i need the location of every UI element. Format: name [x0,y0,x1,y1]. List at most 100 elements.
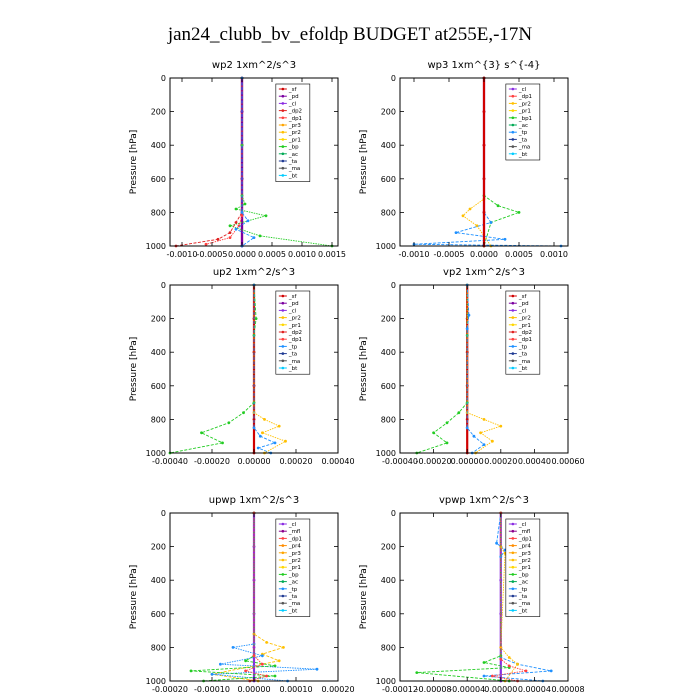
data-point [242,411,245,415]
data-point [252,646,256,649]
x-tick-label: 0.00004 [518,685,551,694]
legend-marker [511,366,515,370]
legend-entry: _bt [288,173,298,179]
data-point [189,669,193,673]
data-point [482,661,486,664]
series-line-dp1 [244,513,269,682]
legend-marker [281,537,285,540]
data-point [479,431,482,435]
legend-entry: _cl [518,522,527,528]
data-point [482,143,486,147]
x-tick-label: 0.0005 [258,250,286,259]
data-point [256,446,260,450]
data-point [465,418,469,421]
legend-entry: _bp [288,145,299,151]
legend-entry: _mfl [518,529,531,535]
data-point [273,674,277,678]
series-line-bp [169,284,257,454]
data-point [482,177,486,181]
legend-entry: _cl [288,522,297,528]
legend-entry: _ma [518,145,530,151]
panel-title: upwp 1xm^2/s^3 [209,495,299,506]
legend-marker [281,551,285,555]
x-tick-label: 0.00060 [551,457,584,466]
data-point [482,211,486,214]
panel-title: wp2 1xm^2/s^3 [212,60,296,71]
data-point [482,418,486,421]
legend-entry: _pd [518,301,529,307]
legend-marker [281,87,285,91]
data-point [482,110,486,113]
legend-entry: _dp1 [288,116,302,122]
legend-marker [511,294,515,298]
legend-marker [281,573,285,576]
legend-entry: _bt [518,152,528,158]
y-tick-label: 200 [151,543,166,552]
series-line-dp2 [175,78,243,247]
panel-title: wp3 1xm^{3} s^{-4} [427,60,540,71]
data-point [489,221,493,224]
data-point [445,441,449,445]
legend-entry: _cl [518,308,527,314]
legend-marker [281,316,285,319]
legend-marker [281,123,285,127]
x-tick-label: 0.00000 [451,457,484,466]
data-point [234,207,238,211]
legend-entry: _ma [518,601,530,607]
data-point [517,211,521,214]
data-point [228,224,232,228]
x-tick-label: -0.00004 [449,685,485,694]
legend-marker [281,601,285,605]
legend-marker [511,323,515,327]
data-point [240,211,244,214]
series-line-tp [466,284,485,454]
legend-entry: _dp2 [518,330,532,336]
plot-frame [169,77,339,247]
legend-marker [281,594,285,598]
legend-entry: _ac [518,123,528,129]
y-tick-label: 400 [151,348,166,357]
legend-entry: _sf [288,294,298,300]
data-point [252,236,256,240]
x-tick-label: -0.00020 [416,457,452,466]
y-tick-label: 200 [381,108,396,117]
legend-entry: _pr1 [518,323,531,329]
data-point [258,234,262,238]
series-line-pr2 [466,285,503,454]
y-tick-label: 0 [391,74,396,83]
legend-entry: _bt [518,366,528,372]
legend-marker [511,123,515,127]
y-axis-label: Pressure [hPa] [129,337,139,402]
legend-marker [281,159,285,163]
y-tick-label: 1000 [146,449,166,458]
data-point [261,431,264,435]
y-tick-label: 800 [381,415,396,424]
y-tick-label: 0 [161,509,166,518]
legend-marker [281,522,285,526]
data-point [467,313,471,317]
legend-marker [511,544,515,547]
legend-marker [281,366,285,370]
y-tick-label: 600 [151,175,166,184]
legend-entry: _pr3 [518,551,532,557]
data-point [468,207,472,211]
x-tick-label: -0.0005 [434,250,465,259]
data-point [234,221,238,224]
legend-entry: _dp1 [518,337,532,343]
legend-marker [511,337,515,341]
legend-entry: _ma [288,359,300,365]
legend [275,83,311,182]
data-point [200,431,203,435]
data-point [273,441,277,445]
data-point [315,667,319,671]
legend-marker [281,116,285,120]
data-point [263,418,266,421]
legend-entry: _cl [288,308,297,314]
legend-marker [281,174,285,177]
x-tick-label: 0.00040 [518,457,551,466]
panel-4: vp2 1xm^2/s^3 Pressure [hPa] 0 200 400 600 800… [359,267,585,466]
legend-entry: _pd [288,301,299,307]
legend-entry: _dp2 [288,330,302,336]
y-axis-label: Pressure [hPa] [129,565,139,630]
x-tick-label: 0.00010 [279,685,312,694]
